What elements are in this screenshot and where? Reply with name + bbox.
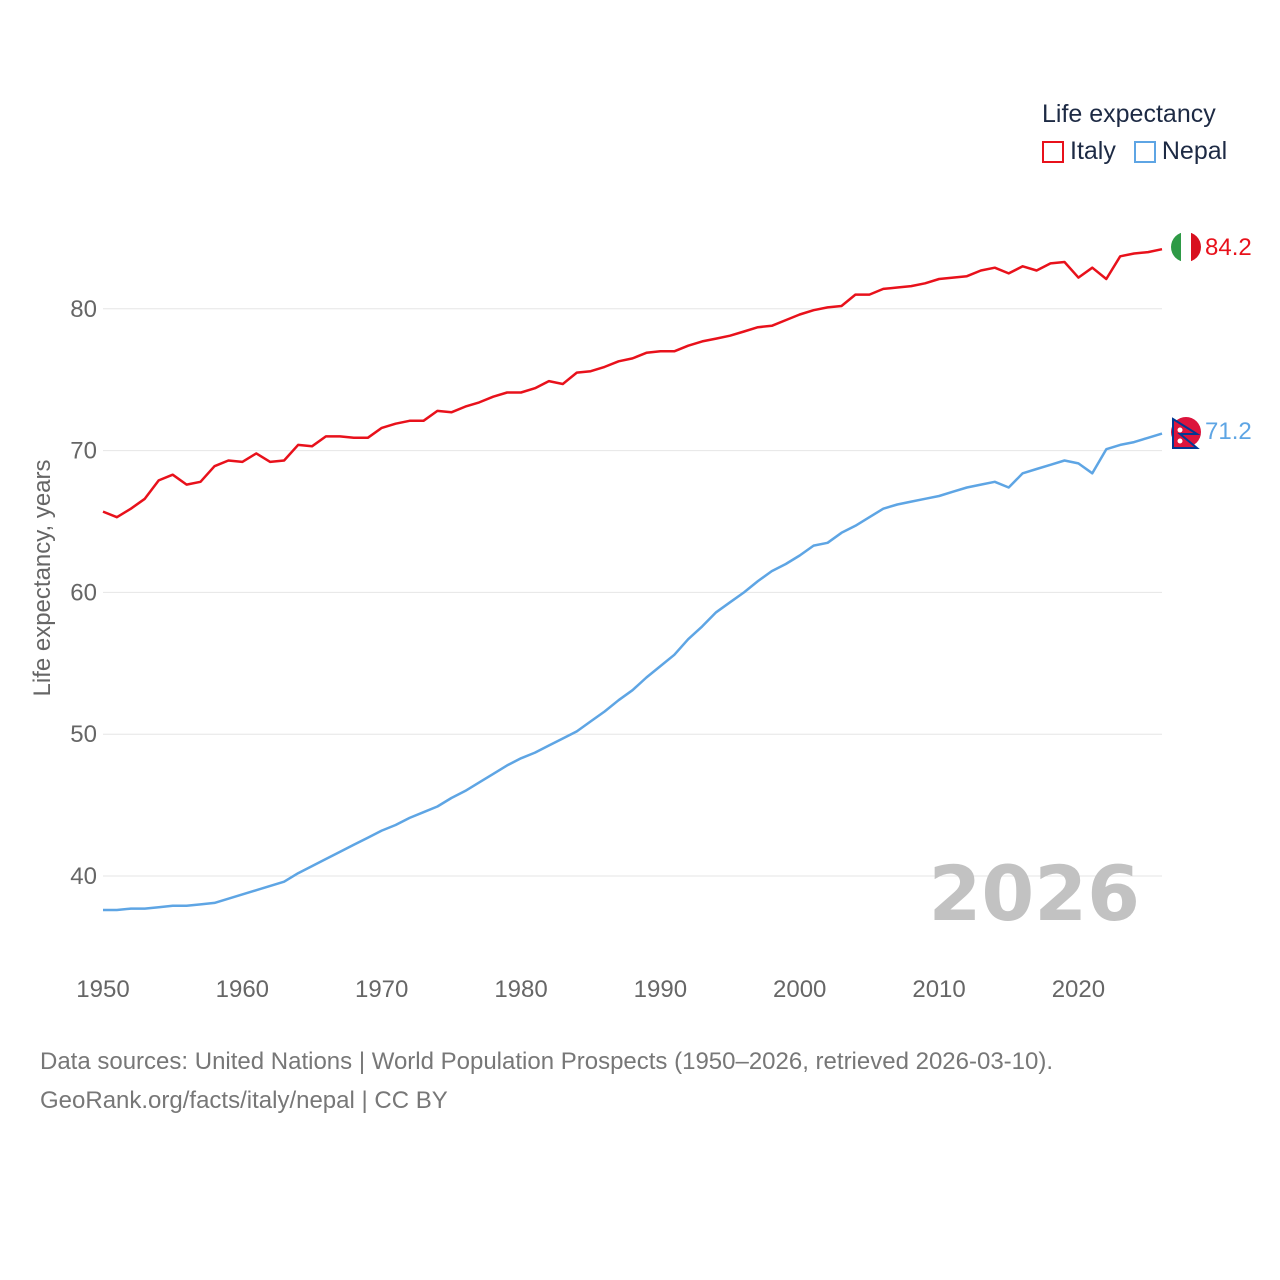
series-line-nepal [103,432,1163,912]
gridlines [103,308,1162,877]
x-tick-label: 2010 [912,976,965,1003]
x-tick-label: 1950 [76,976,129,1003]
series-line-italy [102,247,1163,519]
y-tick-label: 40 [70,863,97,890]
y-tick-label: 80 [70,296,97,323]
y-axis-label: Life expectancy, years [29,459,56,696]
legend-item-italy[interactable]: Italy [1042,137,1116,166]
x-tick-label: 1970 [355,976,408,1003]
legend-swatch-nepal [1133,140,1156,163]
year-watermark: 2026 [928,849,1140,938]
source-line-2: GeoRank.org/facts/italy/nepal | CC BY [40,1087,448,1114]
y-tick-label: 50 [70,721,97,748]
series-lines [102,247,1163,912]
x-tick-label: 1990 [634,976,687,1003]
x-tick-label: 2000 [773,976,826,1003]
legend-label-italy: Italy [1070,137,1116,165]
legend-label-nepal: Nepal [1161,137,1228,165]
legend-title: Life expectancy [1042,100,1216,128]
legend-item-nepal[interactable]: Nepal [1133,137,1228,166]
y-tick-labels: 40 50 60 70 80 [70,296,97,890]
nepal-end-value: 71.2 [1205,418,1252,445]
x-tick-label: 1980 [494,976,547,1003]
x-tick-label: 2020 [1052,976,1105,1003]
nepal-flag-icon [1171,417,1201,449]
x-tick-labels: 1950 1960 1970 1980 1990 2000 2010 2020 [76,976,1105,1003]
italy-flag-icon [1171,232,1201,262]
y-tick-label: 70 [70,438,97,465]
source-line-1: Data sources: United Nations | World Pop… [40,1048,1054,1075]
source-note: Data sources: United Nations | World Pop… [40,1042,1053,1120]
italy-end-value: 84.2 [1205,234,1252,261]
legend-swatch-italy [1042,140,1064,163]
x-tick-label: 1960 [216,976,269,1003]
legend: Life expectancy Italy Nepal [1042,100,1227,166]
y-tick-label: 60 [70,579,97,606]
